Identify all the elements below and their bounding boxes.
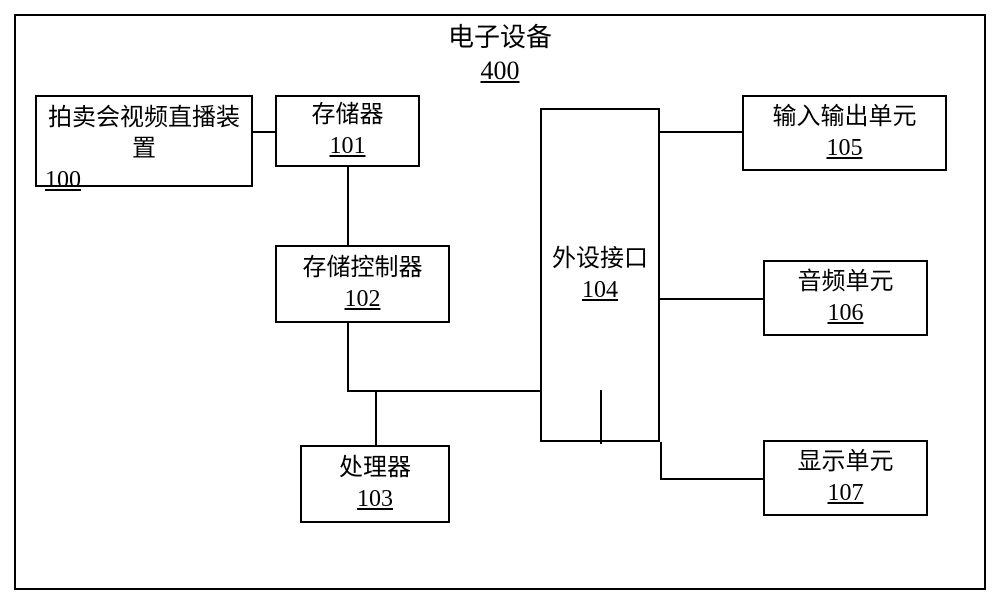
edge-104-105 — [660, 131, 744, 133]
node-102-number: 102 — [345, 284, 381, 315]
edge-104-106 — [660, 298, 765, 300]
node-104: 外设接口 104 — [540, 108, 660, 442]
node-105: 输入输出单元 105 — [742, 95, 947, 171]
edge-100-101 — [253, 131, 277, 133]
outer-title: 电子设备 400 — [400, 22, 600, 87]
node-101-number: 101 — [330, 131, 366, 162]
node-106: 音频单元 106 — [763, 260, 928, 336]
node-100-number: 100 — [45, 165, 81, 196]
node-103: 处理器 103 — [300, 445, 450, 523]
edge-103-up — [375, 390, 377, 447]
diagram-stage: 电子设备 400 拍卖会视频直播装置 100 存储器 101 存储控制器 102… — [0, 0, 1000, 604]
node-103-number: 103 — [357, 484, 393, 515]
outer-title-number: 400 — [400, 55, 600, 88]
node-101-label: 存储器 — [312, 100, 384, 131]
node-103-label: 处理器 — [339, 453, 411, 484]
edge-101-102 — [347, 167, 349, 247]
node-102: 存储控制器 102 — [275, 245, 450, 323]
node-100: 拍卖会视频直播装置 100 — [35, 95, 253, 187]
node-100-label: 拍卖会视频直播装置 — [45, 103, 243, 165]
node-106-number: 106 — [828, 298, 864, 329]
outer-title-label: 电子设备 — [400, 22, 600, 55]
node-102-label: 存储控制器 — [303, 253, 423, 284]
node-107-number: 107 — [828, 478, 864, 509]
node-105-label: 输入输出单元 — [773, 102, 917, 133]
node-107: 显示单元 107 — [763, 440, 928, 516]
edge-104-107-h — [660, 478, 765, 480]
edge-104-107-v — [660, 442, 662, 480]
node-105-number: 105 — [827, 133, 863, 164]
node-106-label: 音频单元 — [798, 267, 894, 298]
node-101: 存储器 101 — [275, 95, 420, 167]
edge-102-down — [347, 323, 349, 392]
node-107-label: 显示单元 — [798, 447, 894, 478]
node-104-label: 外设接口 — [552, 244, 648, 275]
node-104-number: 104 — [582, 275, 618, 306]
